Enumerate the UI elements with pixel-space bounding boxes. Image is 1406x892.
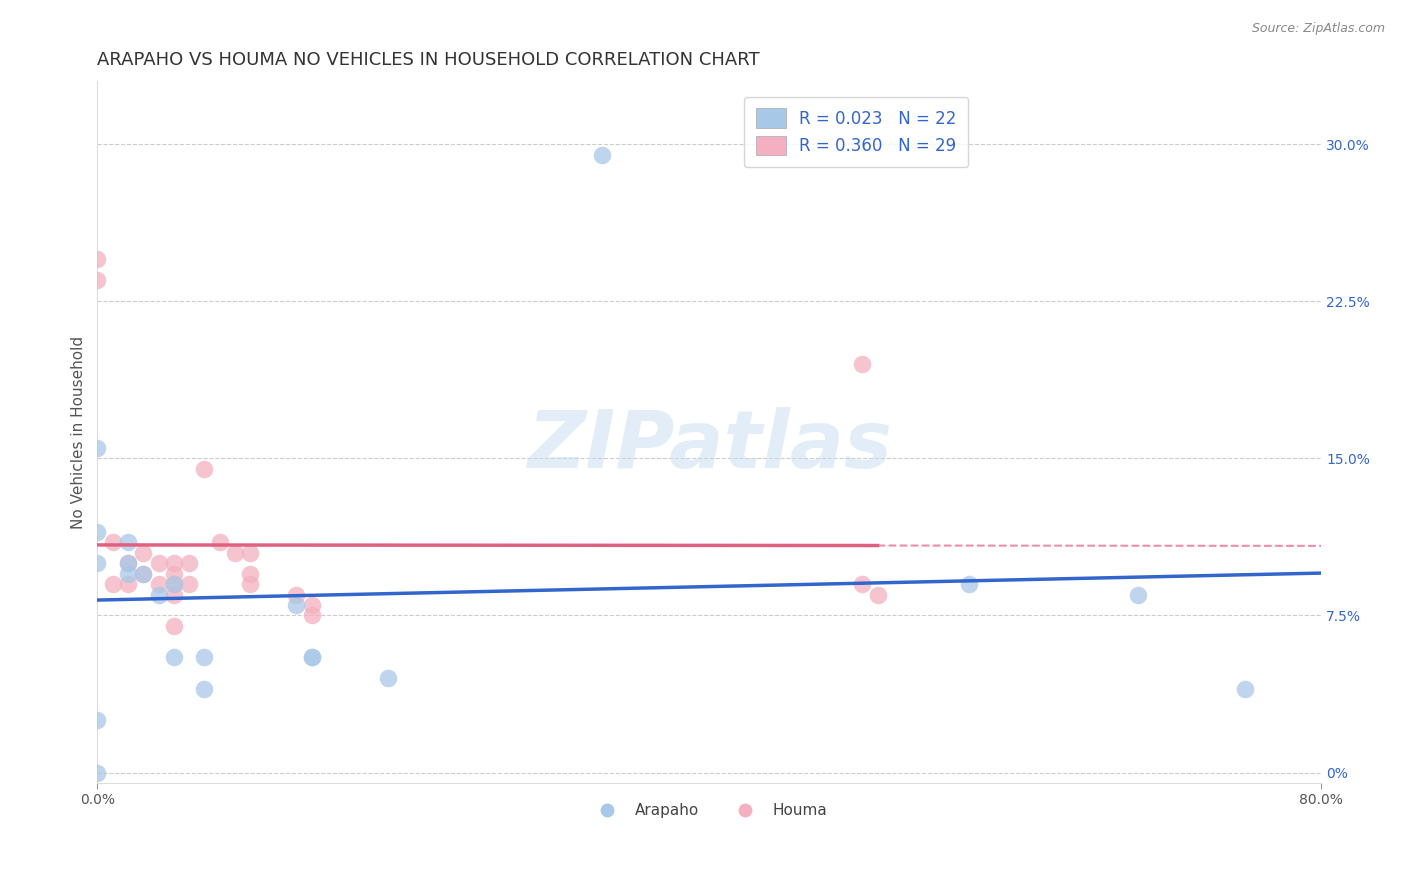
Point [957,577,980,591]
Point [163,577,186,591]
Point [163,556,186,570]
Point [117,535,139,549]
Point [1233,681,1256,696]
Point [208,535,231,549]
Point [101,577,124,591]
Point [239,546,262,560]
Point [117,556,139,570]
Point [179,577,201,591]
Point [301,650,323,665]
Point [86,524,108,539]
Point [224,546,246,560]
Legend: Arapaho, Houma: Arapaho, Houma [585,797,832,824]
Point [301,608,323,623]
Point [86,273,108,287]
Point [239,566,262,581]
Point [132,546,155,560]
Point [1126,588,1149,602]
Point [163,588,186,602]
Point [86,252,108,267]
Point [866,588,889,602]
Point [86,713,108,727]
Point [148,556,170,570]
Point [163,650,186,665]
Point [179,556,201,570]
Point [86,441,108,455]
Text: ARAPAHO VS HOUMA NO VEHICLES IN HOUSEHOLD CORRELATION CHART: ARAPAHO VS HOUMA NO VEHICLES IN HOUSEHOL… [97,51,761,69]
Point [193,650,215,665]
Point [101,535,124,549]
Point [117,566,139,581]
Point [86,765,108,780]
Point [86,556,108,570]
Point [591,147,613,161]
Point [117,577,139,591]
Text: ZIPatlas: ZIPatlas [527,408,891,485]
Point [285,588,308,602]
Point [851,577,873,591]
Point [193,462,215,476]
Point [163,577,186,591]
Y-axis label: No Vehicles in Household: No Vehicles in Household [72,335,86,529]
Point [117,556,139,570]
Point [377,671,399,685]
Point [851,357,873,371]
Text: Source: ZipAtlas.com: Source: ZipAtlas.com [1251,22,1385,36]
Point [148,588,170,602]
Point [285,598,308,612]
Point [301,650,323,665]
Point [163,619,186,633]
Point [239,577,262,591]
Point [163,566,186,581]
Point [301,598,323,612]
Point [132,566,155,581]
Point [148,577,170,591]
Point [193,681,215,696]
Point [132,566,155,581]
